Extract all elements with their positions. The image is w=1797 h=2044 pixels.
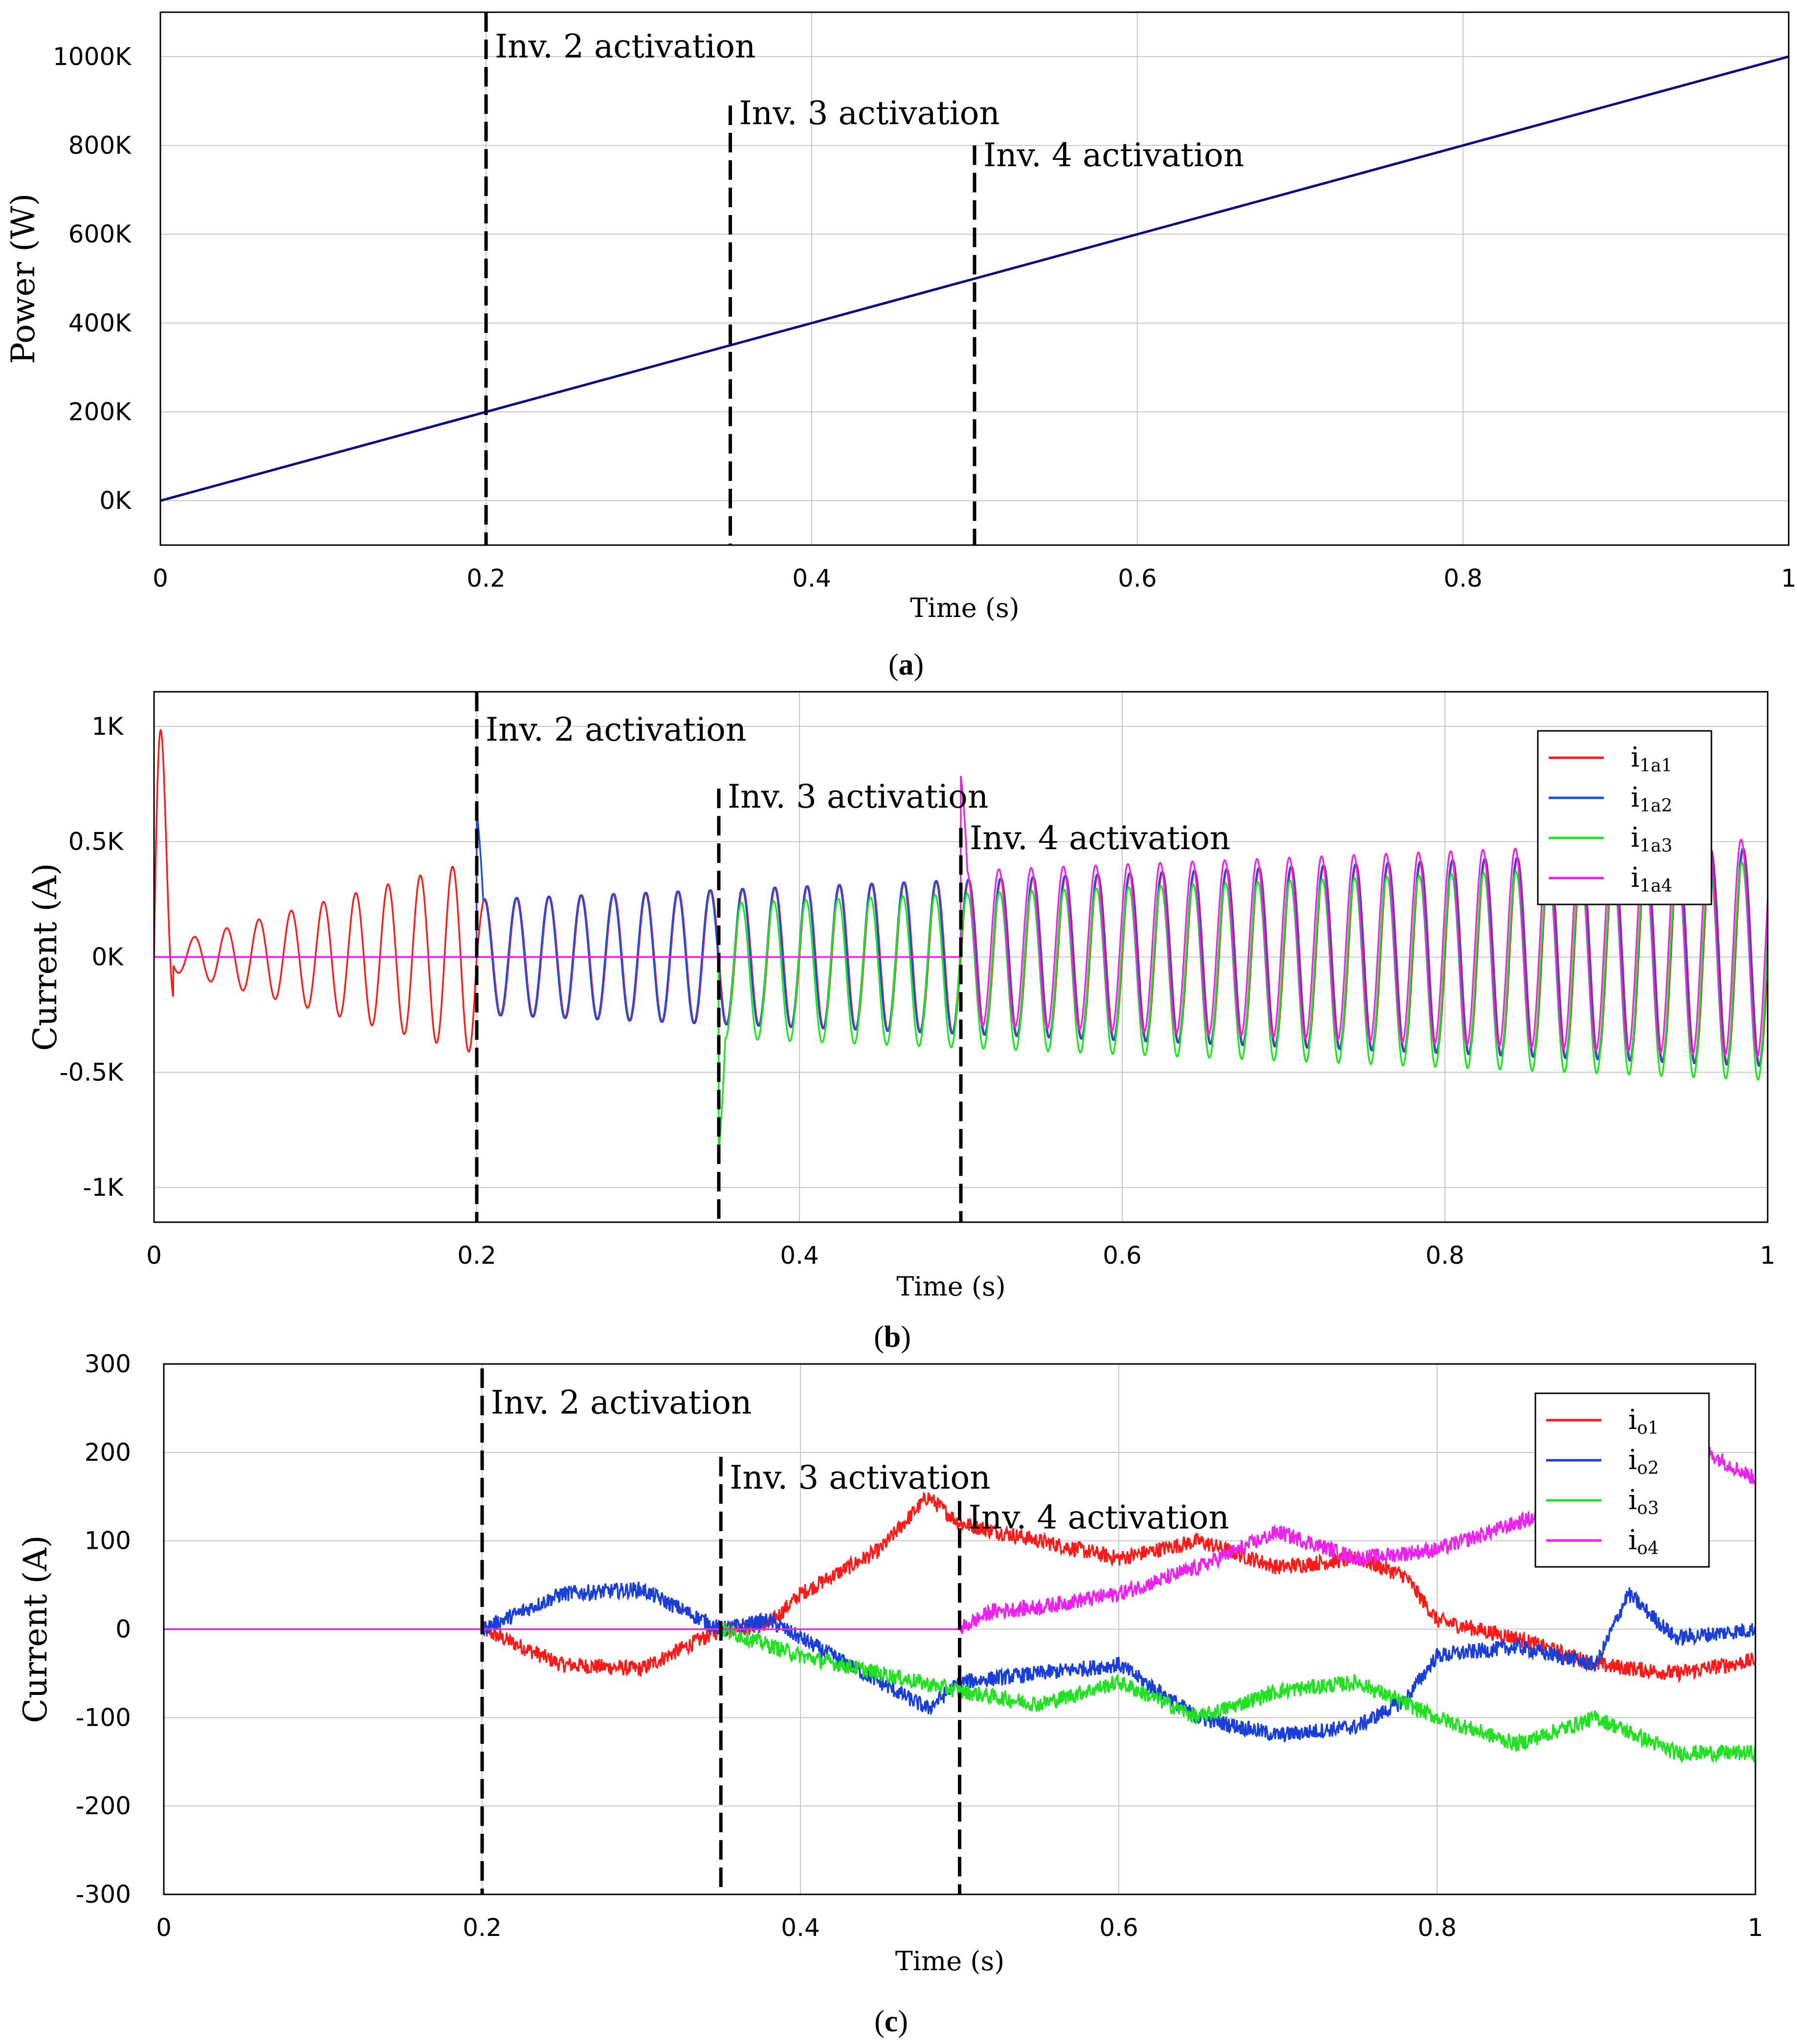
chart-a: Inv. 2 activation Inv. 3 activation Inv. 4… bbox=[4, 11, 1797, 681]
legend-label-i1a1: i1a1 bbox=[1631, 742, 1672, 776]
legend: io1 io2 io3 io4 bbox=[1534, 1392, 1710, 1568]
series-line-Power bbox=[160, 55, 1789, 502]
legend-label-i1a3: i1a3 bbox=[1631, 822, 1672, 856]
y-tick-label: -100 bbox=[76, 1703, 131, 1732]
activation-label-3: Inv. 3 activation bbox=[739, 94, 1000, 132]
y-axis-label: Current (A) bbox=[17, 1535, 54, 1723]
panel-caption-b: (b) bbox=[874, 1320, 911, 1354]
panel-caption-c: (c) bbox=[874, 2005, 908, 2038]
y-tick-label: 100 bbox=[85, 1527, 131, 1555]
x-tick-label: 0.2 bbox=[463, 1913, 502, 1942]
y-tick-label: 400K bbox=[68, 309, 132, 337]
chart-b: Inv. 2 activation Inv. 3 activation Inv. 4… bbox=[26, 691, 1775, 1354]
x-tick-label: 0.4 bbox=[781, 1913, 820, 1942]
activation-label-4: Inv. 4 activation bbox=[970, 819, 1230, 857]
activation-label-2: Inv. 2 activation bbox=[495, 28, 755, 66]
y-tick-label: 200 bbox=[85, 1438, 131, 1467]
y-tick-label: 800K bbox=[68, 132, 132, 160]
x-tick-label: 1 bbox=[1748, 1913, 1763, 1942]
y-tick-label: 1K bbox=[91, 712, 124, 741]
y-tick-label: 1000K bbox=[53, 43, 132, 71]
x-tick-label: 0.8 bbox=[1425, 1241, 1464, 1270]
x-axis-label: Time (s) bbox=[895, 1946, 1004, 1977]
activation-label-3: Inv. 3 activation bbox=[728, 778, 988, 815]
x-tick-label: 0.4 bbox=[780, 1241, 819, 1270]
x-tick-label: 1 bbox=[1760, 1241, 1775, 1270]
y-tick-label: 600K bbox=[68, 220, 132, 248]
y-tick-label: 0.5K bbox=[68, 828, 124, 856]
x-tick-label: 0.6 bbox=[1118, 564, 1157, 593]
y-axis-label: Current (A) bbox=[26, 863, 64, 1051]
y-tick-label: 200K bbox=[68, 398, 132, 426]
x-tick-label: 0.2 bbox=[466, 564, 506, 593]
y-tick-label: 0K bbox=[91, 943, 124, 971]
series-line-i1a4 bbox=[154, 775, 1768, 1058]
legend: i1a1 i1a2 i1a3 i1a4 bbox=[1537, 730, 1712, 905]
y-axis-label: Power (W) bbox=[4, 194, 42, 364]
activation-label-4: Inv. 4 activation bbox=[969, 1498, 1229, 1536]
legend-box bbox=[1537, 730, 1712, 905]
y-tick-label: -300 bbox=[76, 1880, 131, 1909]
x-tick-label: 0.6 bbox=[1099, 1913, 1138, 1942]
x-tick-label: 0.6 bbox=[1103, 1241, 1142, 1270]
y-tick-label: -0.5K bbox=[60, 1058, 124, 1086]
legend-box bbox=[1534, 1392, 1710, 1568]
x-tick-label: 0 bbox=[146, 1241, 162, 1270]
y-tick-label: 300 bbox=[85, 1350, 131, 1378]
activation-label-2: Inv. 2 activation bbox=[491, 1384, 752, 1421]
y-tick-label: -200 bbox=[76, 1792, 131, 1820]
x-tick-label: 0.8 bbox=[1418, 1913, 1457, 1942]
panel-caption-a: (a) bbox=[888, 648, 924, 681]
legend-label-io2: io2 bbox=[1628, 1444, 1659, 1478]
activation-label-4: Inv. 4 activation bbox=[983, 136, 1244, 174]
legend-label-io1: io1 bbox=[1628, 1404, 1659, 1438]
x-tick-label: 0.2 bbox=[457, 1241, 496, 1270]
x-tick-label: 0.4 bbox=[792, 564, 831, 593]
x-tick-label: 0 bbox=[156, 1913, 172, 1942]
series-group bbox=[160, 55, 1789, 502]
x-tick-label: 0.8 bbox=[1443, 564, 1483, 593]
legend-label-i1a2: i1a2 bbox=[1631, 782, 1672, 816]
x-tick-label: 0 bbox=[153, 564, 168, 593]
activation-label-2: Inv. 2 activation bbox=[486, 711, 746, 748]
x-tick-label: 1 bbox=[1781, 564, 1797, 593]
y-tick-label: -1K bbox=[83, 1173, 124, 1202]
x-axis-label: Time (s) bbox=[910, 593, 1019, 623]
x-axis-label: Time (s) bbox=[896, 1271, 1005, 1302]
activation-label-3: Inv. 3 activation bbox=[730, 1459, 990, 1496]
y-tick-label: 0 bbox=[115, 1615, 131, 1644]
legend-label-io4: io4 bbox=[1628, 1524, 1659, 1559]
y-tick-label: 0K bbox=[99, 486, 132, 515]
legend-label-i1a4: i1a4 bbox=[1631, 862, 1672, 896]
legend-label-io3: io3 bbox=[1628, 1484, 1659, 1518]
